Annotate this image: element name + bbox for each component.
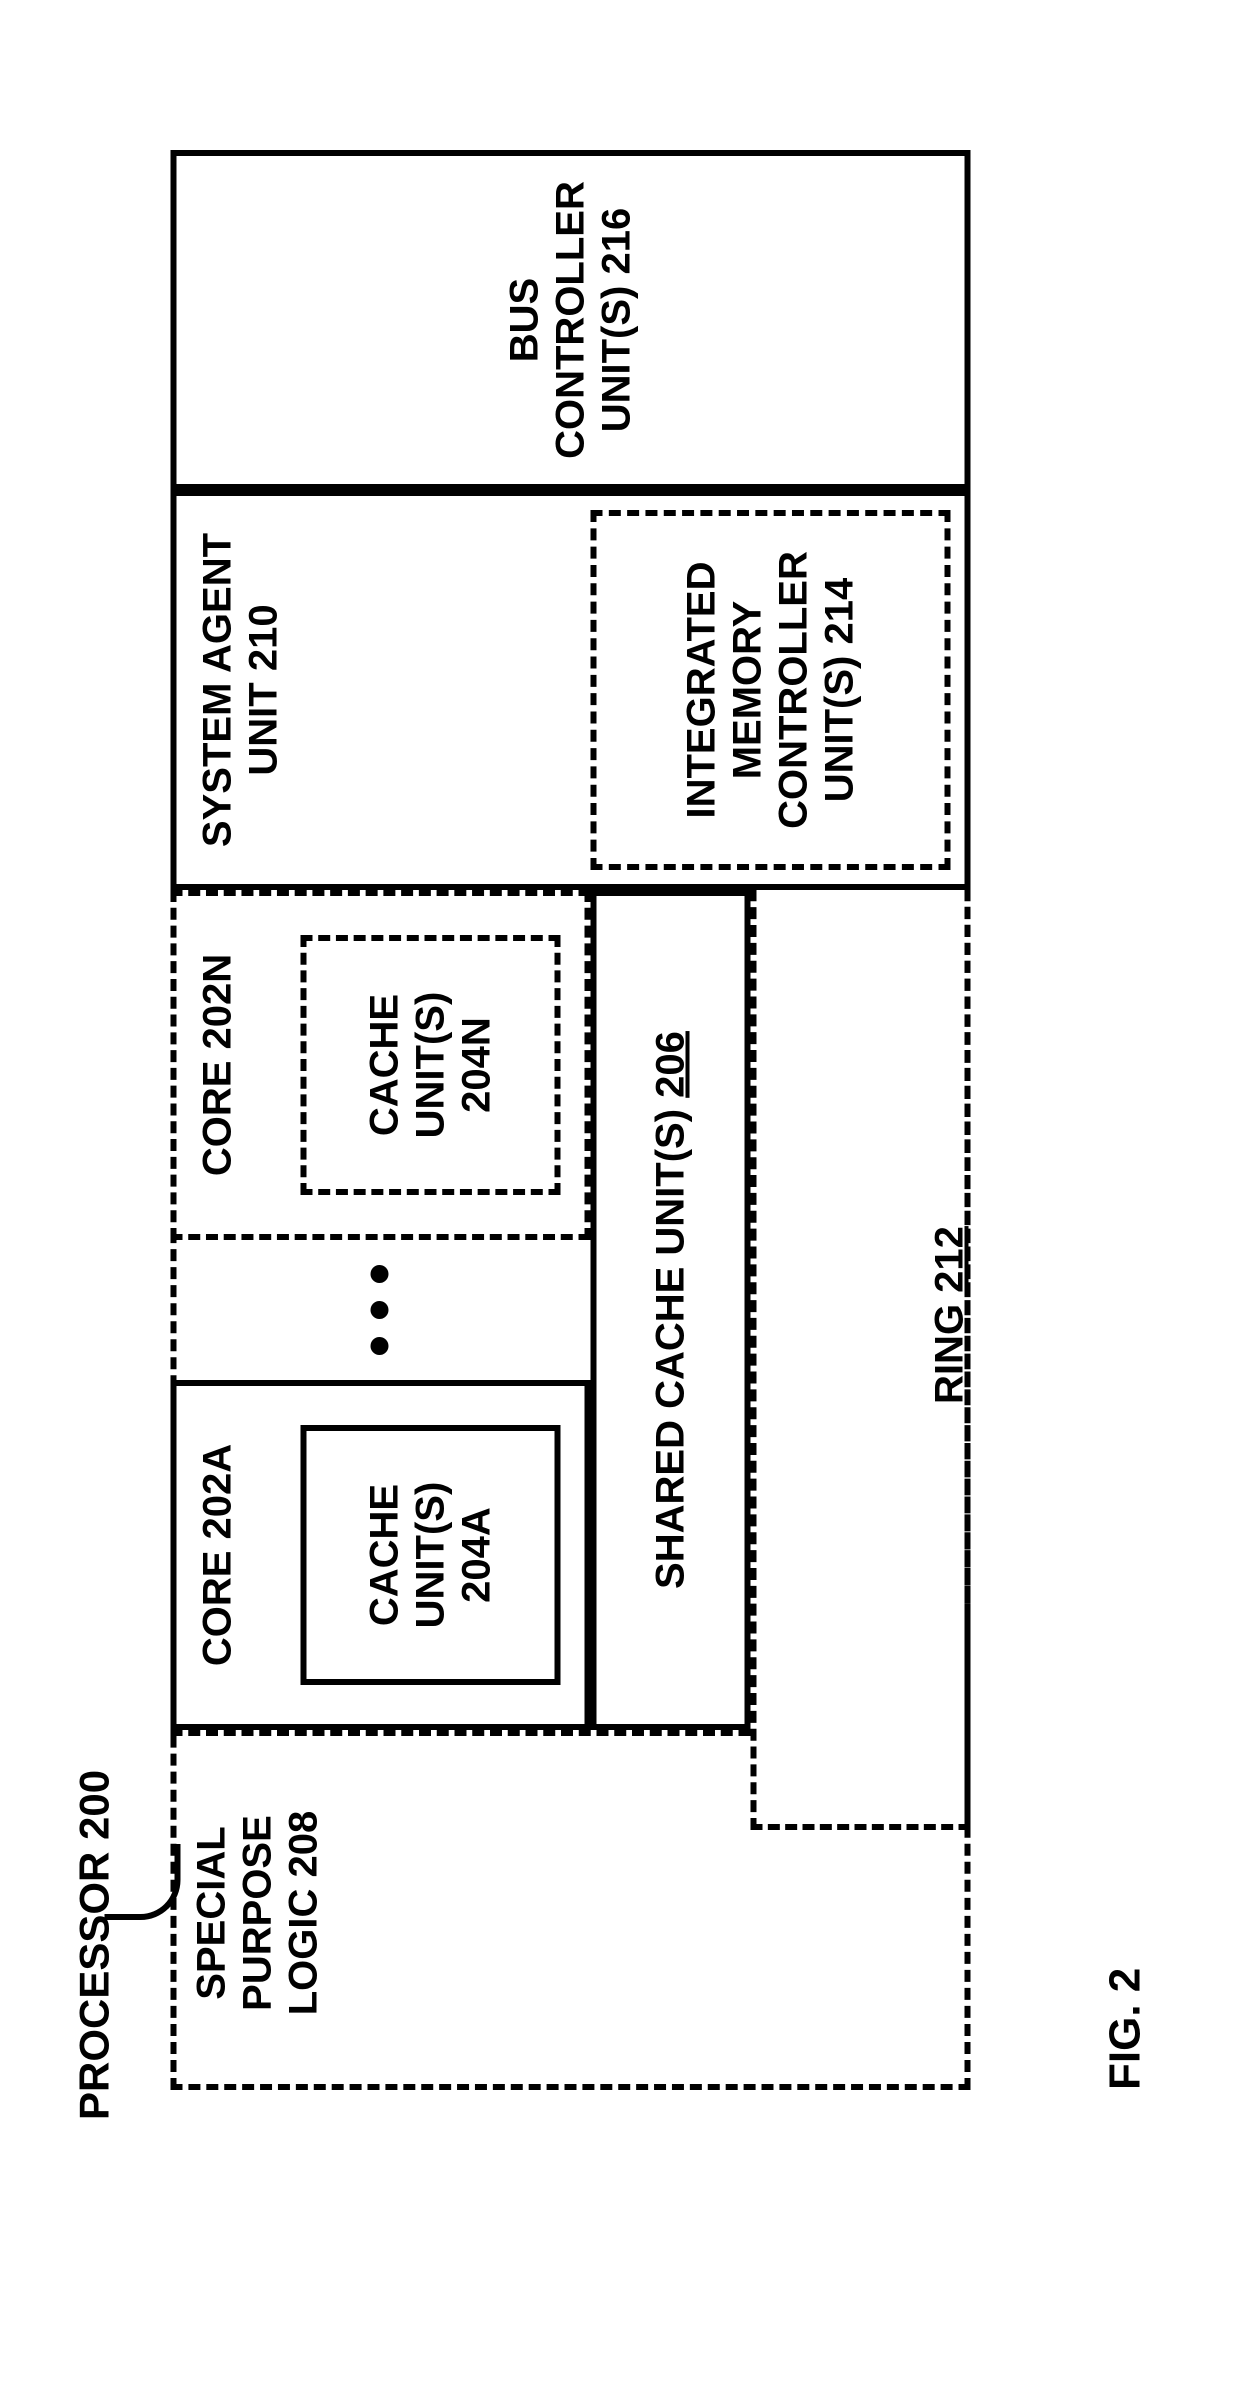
diagram-stage: SPECIAL PURPOSE LOGIC 208 CORE 202A CACH…	[0, 0, 1239, 2390]
title-connector-curve	[104, 1844, 180, 1920]
cache-a-label: CACHE UNIT(S) 204A	[361, 1482, 499, 1629]
ellipsis-dot	[370, 1337, 388, 1355]
shared-cache-block: SHARED CACHE UNIT(S) 206	[590, 890, 750, 1730]
shared-cache-label: SHARED CACHE UNIT(S) 206	[647, 1031, 693, 1589]
special-purpose-logic-block: SPECIAL PURPOSE LOGIC 208	[170, 1730, 750, 2090]
canvas: SPECIAL PURPOSE LOGIC 208 CORE 202A CACH…	[0, 0, 1239, 2390]
special-purpose-logic-label: SPECIAL PURPOSE LOGIC 208	[188, 1811, 326, 2016]
bus-controller-label: BUS CONTROLLER UNIT(S) 216	[501, 181, 639, 459]
processor-title: PROCESSOR 200	[70, 1770, 118, 2120]
imc-block: INTEGRATED MEMORY CONTROLLER UNIT(S) 214	[590, 510, 950, 870]
figure-label: FIG. 2	[1100, 1968, 1150, 2090]
cores-ellipsis	[370, 1265, 388, 1355]
processor-title-text: PROCESSOR 200	[70, 1770, 117, 2120]
core-a-label: CORE 202A	[194, 1444, 240, 1666]
cache-n-block: CACHE UNIT(S) 204N	[300, 935, 560, 1195]
rotated-stage: SPECIAL PURPOSE LOGIC 208 CORE 202A CACH…	[0, 0, 1239, 2390]
cache-n-label: CACHE UNIT(S) 204N	[361, 992, 499, 1139]
system-agent-label: SYSTEM AGENT UNIT 210	[194, 533, 286, 847]
bus-controller-block: BUS CONTROLLER UNIT(S) 216	[170, 150, 970, 490]
figure-label-text: FIG. 2	[1100, 1968, 1149, 2090]
ring-label: RING 212	[926, 1226, 972, 1404]
core-n-label: CORE 202N	[194, 954, 240, 1176]
ellipsis-dot	[370, 1265, 388, 1283]
imc-label: INTEGRATED MEMORY CONTROLLER UNIT(S) 214	[678, 551, 862, 829]
ellipsis-dot	[370, 1301, 388, 1319]
ring-block: RING 212	[750, 800, 970, 1830]
cache-a-block: CACHE UNIT(S) 204A	[300, 1425, 560, 1685]
